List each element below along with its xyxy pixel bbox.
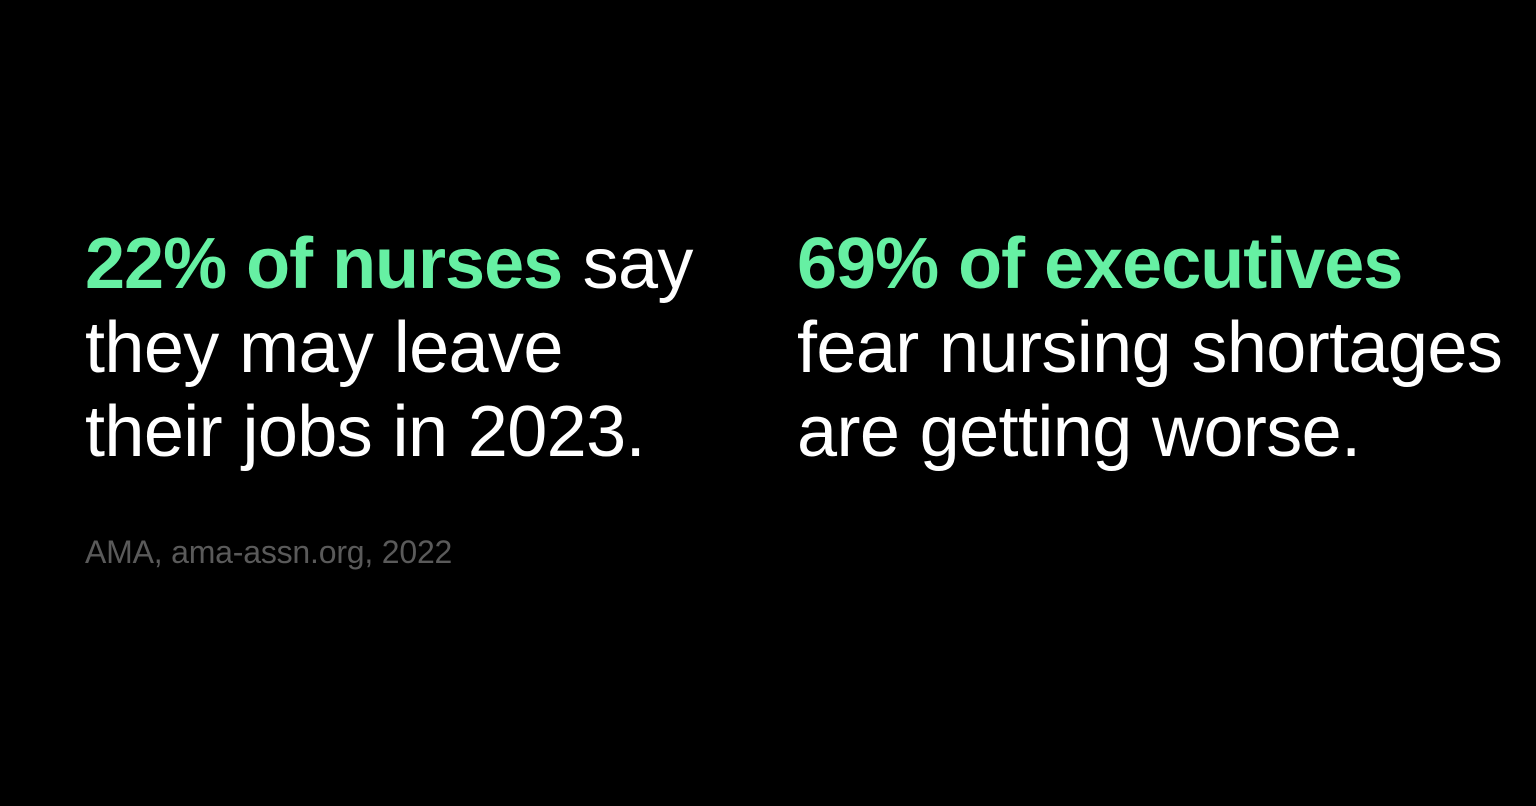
stat-source-nurses: AMA, ama-assn.org, 2022 <box>85 534 453 570</box>
stat-body-nurses: say they may leave their jobs in 2023. <box>85 224 693 472</box>
stat-column-executives: 69% of executives fear nursing shortages… <box>713 0 1536 474</box>
stat-column-nurses: 22% of nurses say they may leave their j… <box>0 0 713 572</box>
stat-highlight-executives: 69% of executives <box>797 224 1403 304</box>
stat-statement-executives: 69% of executives fear nursing shortages… <box>797 222 1536 474</box>
stat-body-executives: fear nursing shortages are getting worse… <box>797 308 1503 472</box>
stat-highlight-nurses: 22% of nurses <box>85 224 563 304</box>
stat-statement-nurses: 22% of nurses say they may leave their j… <box>85 222 713 474</box>
